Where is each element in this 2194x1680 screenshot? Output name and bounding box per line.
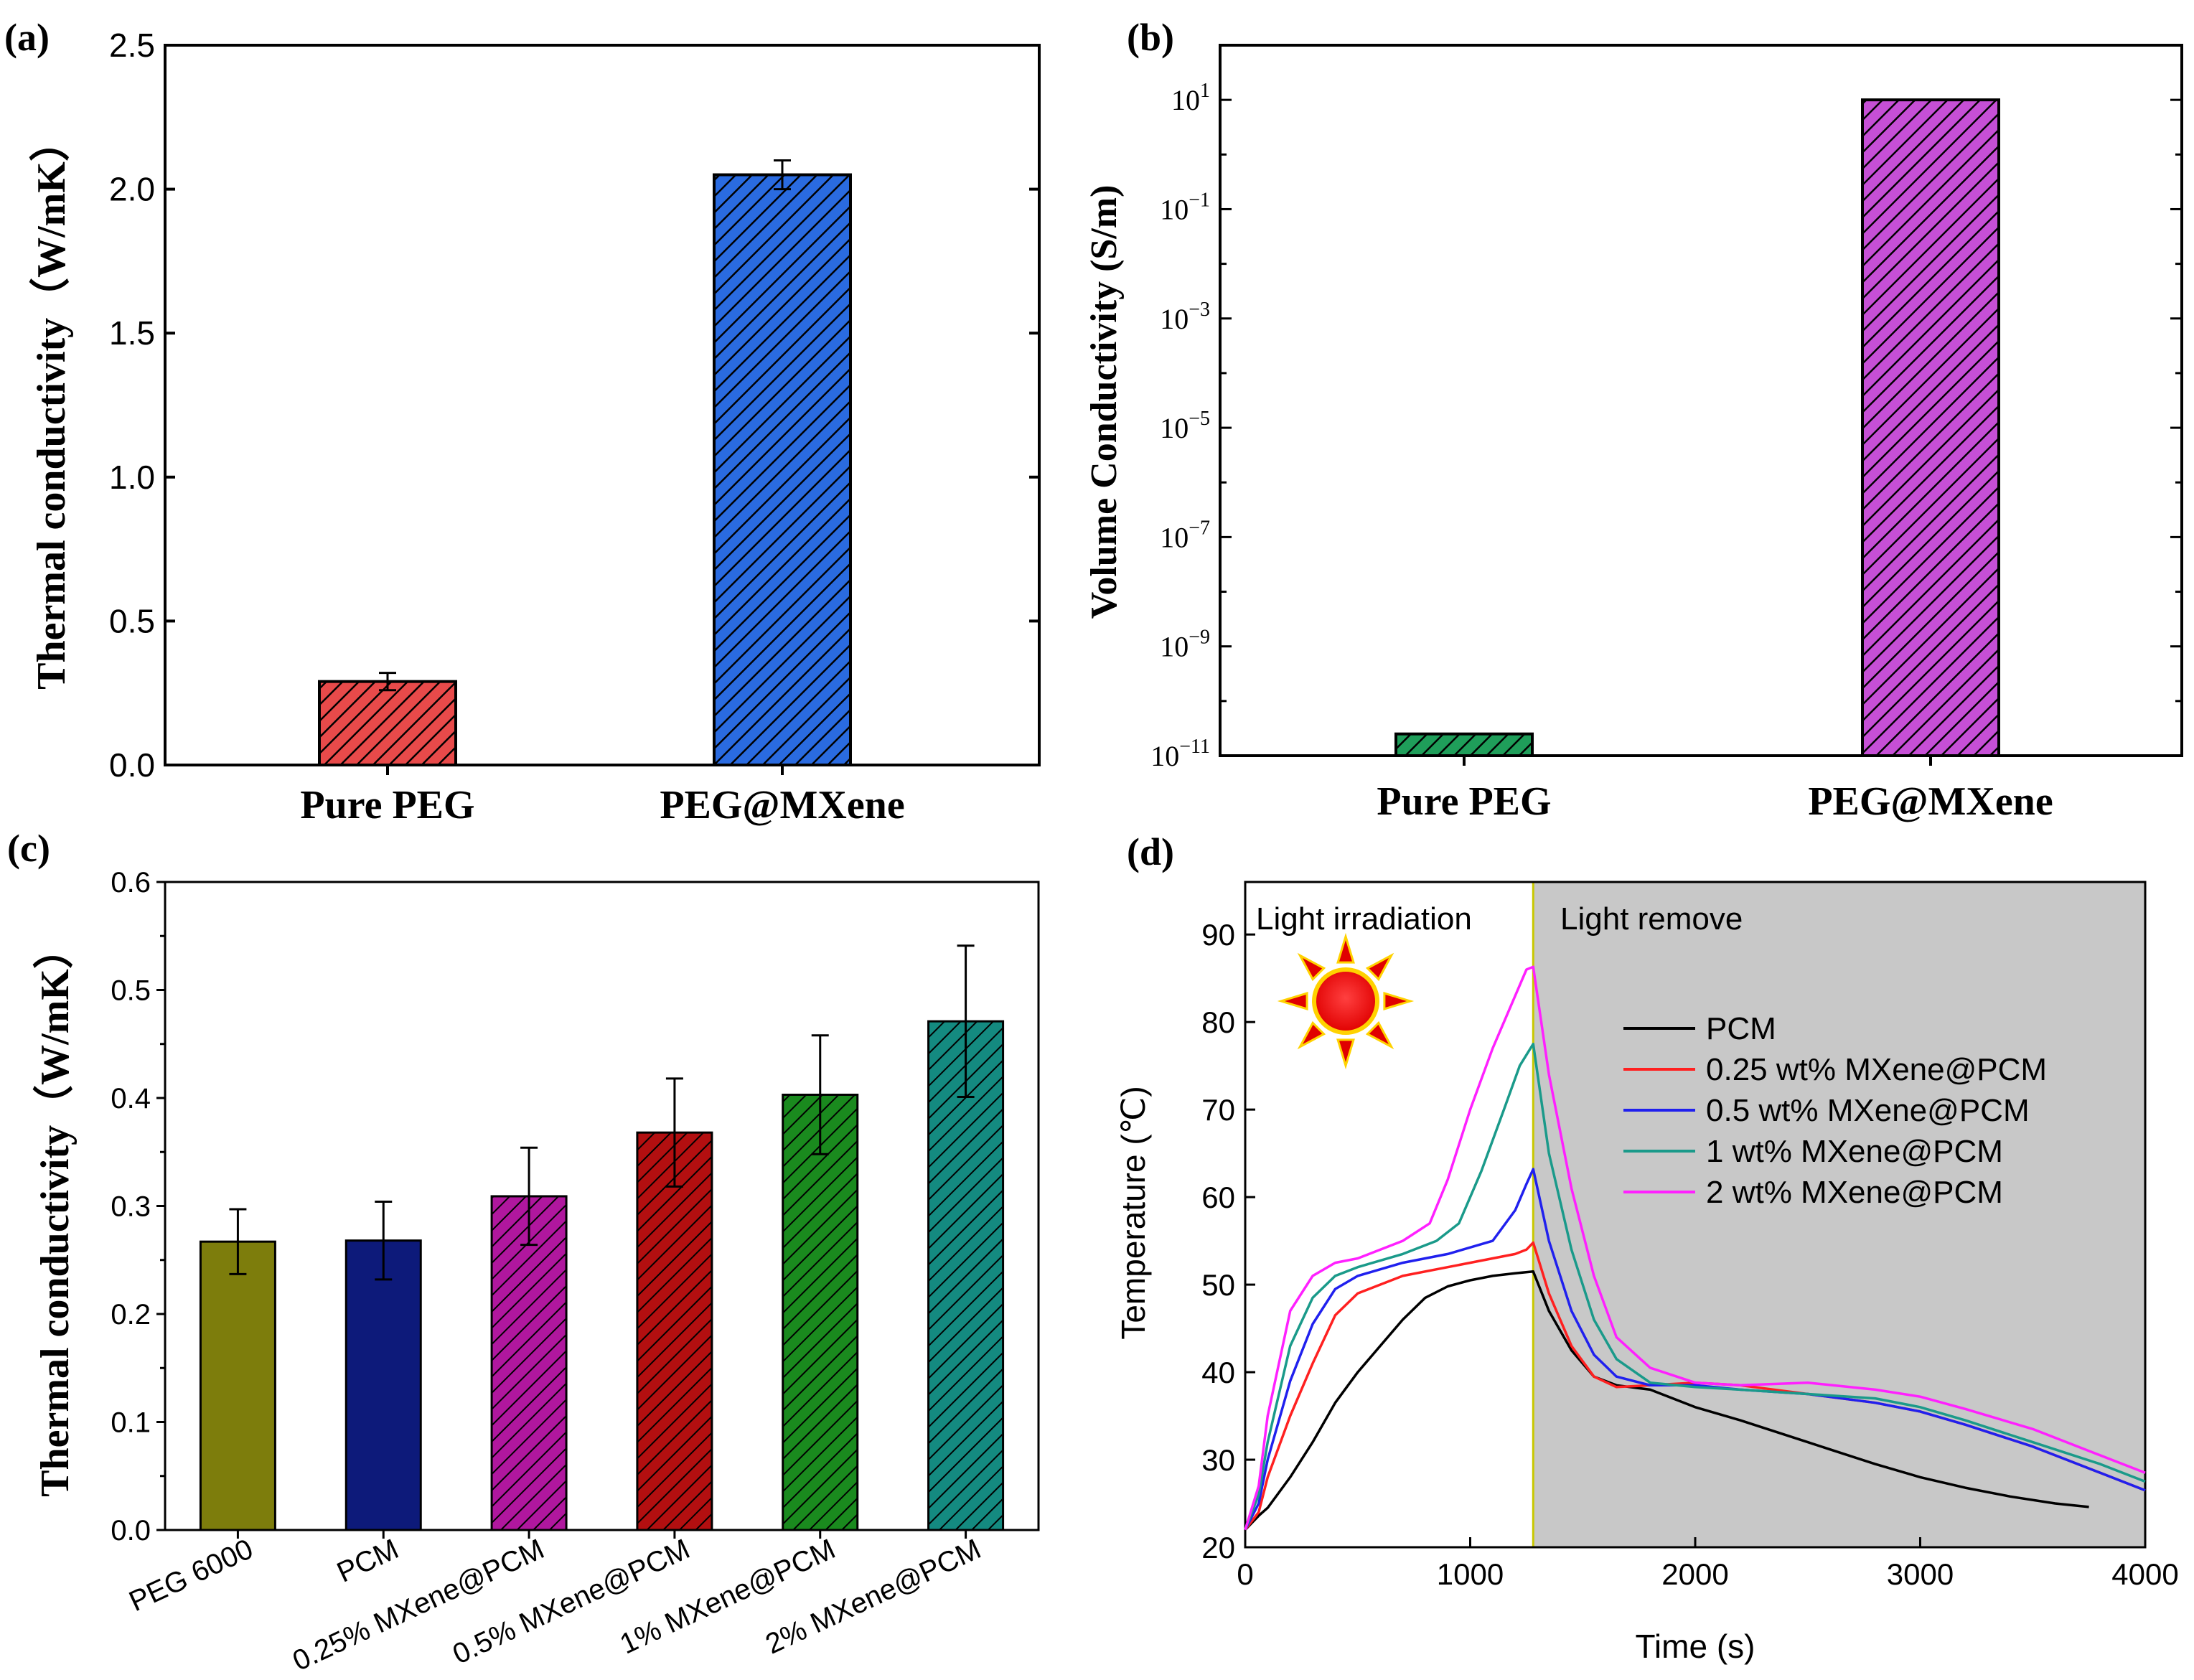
panel-d-x-axis-label: Time (s) bbox=[1636, 1628, 1755, 1665]
panel-d-legend: PCM 0.25 wt% MXene@PCM 0.5 wt% MXene@PCM 1 … bbox=[1623, 1011, 2047, 1210]
panel-a-y-tick-label: 2.0 bbox=[109, 171, 155, 208]
panel-d-y-tick-label: 40 bbox=[1201, 1356, 1235, 1389]
panel-a-y-tick-label: 0.5 bbox=[109, 602, 155, 639]
panel-c-y-tick-label: 0.2 bbox=[111, 1299, 151, 1331]
panel-d-y-axis-label: Temperature (℃) bbox=[1115, 1086, 1152, 1339]
sun-ray bbox=[1297, 952, 1326, 982]
panel-d-x-tick-label: 1000 bbox=[1437, 1557, 1504, 1591]
panel-d-x-tick-label: 4000 bbox=[2111, 1557, 2178, 1591]
panel-b-bar-hatch bbox=[1862, 100, 1999, 756]
panel-d-legend-label: 1 wt% MXene@PCM bbox=[1706, 1134, 2003, 1169]
panel-a-y-tick-label: 0.0 bbox=[109, 746, 155, 784]
panel-label-d: (d) bbox=[1127, 830, 1174, 873]
panel-c-chart: Thermal conductivity（W/mK） 0.0 0.1 0.2 0.3 0… bbox=[32, 867, 1040, 1677]
panel-b-y-tick-exponent: −11 bbox=[1179, 736, 1210, 758]
panel-b-y-tick-exponent: 1 bbox=[1200, 80, 1210, 102]
panel-c-bar-hatch bbox=[928, 1021, 1003, 1530]
panel-b-y-axis-label: Volume Conductivity (S/m) bbox=[1084, 185, 1125, 619]
panel-b-y-tick-label: 10−11 bbox=[1150, 736, 1210, 772]
panel-c-x-tick-label: 0.5% MXene@PCM bbox=[448, 1533, 695, 1670]
panel-a-y-axis-label: Thermal conductivity（W/mK） bbox=[29, 121, 74, 690]
panel-d-x-tick-label: 2000 bbox=[1661, 1557, 1728, 1591]
panel-d-light-remove-region bbox=[1533, 882, 2145, 1547]
panel-a-x-tick-label: PEG@MXene bbox=[660, 783, 904, 827]
panel-label-a: (a) bbox=[4, 16, 50, 59]
panel-c-y-axis-label: Thermal conductivity（W/mK） bbox=[32, 929, 78, 1497]
panel-b-y-tick-label: 10−7 bbox=[1160, 517, 1210, 553]
panel-d-legend-label: 0.5 wt% MXene@PCM bbox=[1706, 1093, 2030, 1128]
panel-c-bar-hatch bbox=[492, 1196, 567, 1530]
panel-d-y-tick-label: 50 bbox=[1201, 1268, 1235, 1302]
panel-c-bar bbox=[199, 1240, 276, 1531]
panel-b-chart: Volume Conductivity (S/m) 101 10−1 10−3 10−… bbox=[1084, 44, 2183, 824]
panel-c-y-tick-label: 0.6 bbox=[111, 867, 151, 898]
panel-c-x-tick-label: 0.25% MXene@PCM bbox=[288, 1533, 549, 1677]
panel-a-y-tick-label: 1.5 bbox=[109, 314, 155, 352]
panel-c-y-tick-label: 0.4 bbox=[111, 1083, 151, 1114]
panel-a-bar-hatch bbox=[714, 174, 850, 766]
sun-ray bbox=[1297, 1020, 1326, 1050]
panel-d-chart: Temperature (℃) Time (s) Light irradiati… bbox=[1115, 881, 2179, 1665]
panel-c-bar-hatch bbox=[782, 1094, 858, 1530]
panel-d-y-tick-label: 70 bbox=[1201, 1093, 1235, 1127]
panel-b-x-tick-label: Pure PEG bbox=[1377, 779, 1551, 824]
panel-c-bar bbox=[344, 1239, 422, 1531]
panel-d-region-label-remove: Light remove bbox=[1560, 901, 1743, 937]
panel-c-y-tick-label: 0.5 bbox=[111, 975, 151, 1007]
panel-d-region-label-irradiation: Light irradiation bbox=[1256, 901, 1472, 937]
panel-b-y-tick-exponent: −9 bbox=[1189, 627, 1210, 649]
sun-disc bbox=[1312, 967, 1379, 1035]
panel-a-x-tick-label: Pure PEG bbox=[300, 783, 474, 827]
panel-b-y-tick-label: 10−1 bbox=[1160, 189, 1210, 225]
panel-c-y-tick-label: 0.1 bbox=[111, 1407, 151, 1439]
sun-ray bbox=[1336, 932, 1355, 964]
panel-d-series-line bbox=[1244, 1042, 2146, 1531]
sun-ray bbox=[1365, 1020, 1394, 1050]
panel-d-series-line bbox=[1244, 1270, 2089, 1531]
panel-d-y-tick-label: 20 bbox=[1201, 1531, 1235, 1564]
panel-d-y-tick-label: 80 bbox=[1201, 1005, 1235, 1039]
panel-c-plot-frame bbox=[164, 881, 1040, 1531]
panel-a-bar-hatch bbox=[319, 681, 456, 765]
panel-b-y-tick-exponent: −7 bbox=[1189, 517, 1210, 539]
sun-icon bbox=[1277, 932, 1415, 1070]
panel-d-y-tick-label: 90 bbox=[1201, 918, 1235, 952]
panel-label-c: (c) bbox=[7, 827, 50, 870]
panel-d-legend-label: 2 wt% MXene@PCM bbox=[1706, 1175, 2003, 1210]
panel-b-y-tick-label: 10−9 bbox=[1160, 627, 1210, 663]
panel-b-y-tick-label: 10−3 bbox=[1160, 299, 1210, 335]
panel-b-y-tick-exponent: −1 bbox=[1189, 189, 1210, 211]
panel-b-plot-frame bbox=[1219, 44, 2183, 757]
panel-b-bar-hatch bbox=[1396, 733, 1532, 756]
panel-d-legend-label: 0.25 wt% MXene@PCM bbox=[1706, 1052, 2047, 1087]
panel-c-bar-hatch bbox=[637, 1132, 712, 1530]
panel-a-plot-frame bbox=[164, 44, 1041, 766]
panel-label-b: (b) bbox=[1127, 16, 1174, 59]
panel-d-x-tick-label: 0 bbox=[1237, 1557, 1253, 1591]
panel-d-x-tick-label: 3000 bbox=[1887, 1557, 1954, 1591]
panel-b-y-tick-exponent: −5 bbox=[1189, 408, 1210, 430]
panel-a-chart: Thermal conductivity（W/mK） 0.0 0.5 1.0 1.5 2… bbox=[29, 27, 1041, 827]
panel-b-y-tick-label: 101 bbox=[1171, 80, 1210, 116]
sun-ray bbox=[1365, 952, 1394, 982]
panel-b-x-tick-label: PEG@MXene bbox=[1808, 779, 2053, 824]
panel-d-legend-label: PCM bbox=[1706, 1011, 1776, 1046]
panel-d-series-line bbox=[1244, 965, 2146, 1531]
sun-ray bbox=[1277, 992, 1308, 1010]
panel-b-y-tick-exponent: −3 bbox=[1189, 299, 1210, 321]
panel-c-y-tick-label: 0.0 bbox=[111, 1515, 151, 1547]
panel-d-y-tick-label: 30 bbox=[1201, 1443, 1235, 1477]
panel-a-y-tick-label: 1.0 bbox=[109, 459, 155, 496]
panel-c-x-tick-label: PCM bbox=[332, 1533, 403, 1588]
sun-ray bbox=[1383, 992, 1415, 1010]
panel-d-y-tick-label: 60 bbox=[1201, 1181, 1235, 1214]
sun-ray bbox=[1336, 1038, 1355, 1070]
panel-b-y-tick-label: 10−5 bbox=[1160, 408, 1210, 444]
panel-a-y-tick-label: 2.5 bbox=[109, 27, 155, 64]
panel-c-y-tick-label: 0.3 bbox=[111, 1191, 151, 1223]
panel-d-series-line bbox=[1244, 1168, 2146, 1531]
